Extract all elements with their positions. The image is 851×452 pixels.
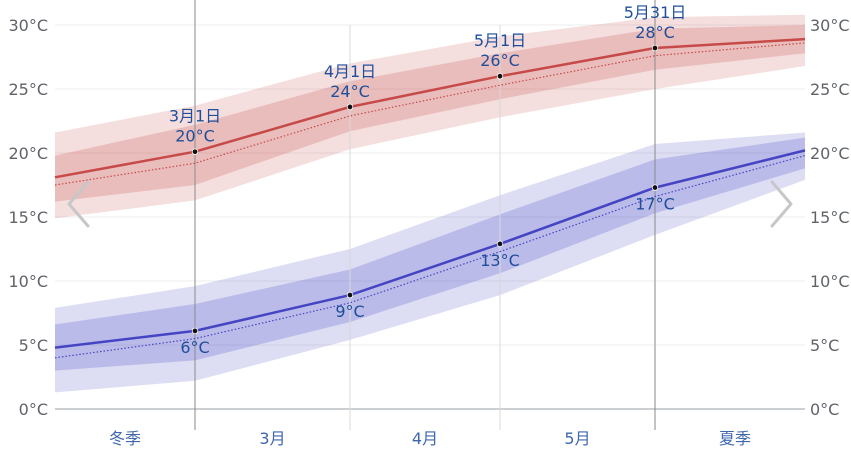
y-tick-label: 30°C	[8, 16, 48, 35]
y-tick-label: 25°C	[810, 80, 850, 99]
month-label: 夏季	[719, 429, 751, 448]
annotation-value: 6°C	[180, 338, 209, 357]
y-tick-label: 10°C	[810, 272, 850, 291]
annotation-date: 5月31日	[624, 3, 687, 22]
annotation-value: 26°C	[480, 51, 520, 70]
gridlines	[55, 24, 805, 410]
mean-line	[54, 149, 806, 349]
chevron-left-icon[interactable]	[67, 180, 90, 228]
temperature-bands	[55, 14, 805, 393]
temperature-lines	[54, 37, 806, 359]
annotation-date: 3月1日	[169, 107, 221, 126]
y-tick-label: 10°C	[8, 272, 48, 291]
annotation-point	[346, 103, 354, 111]
inner-band	[55, 25, 805, 202]
month-dividers	[194, 0, 656, 430]
prev-button[interactable]	[67, 180, 90, 228]
y-tick-label: 15°C	[8, 208, 48, 227]
annotation-value: 13°C	[480, 251, 520, 270]
y-tick-label: 5°C	[810, 336, 839, 355]
month-label: 5月	[564, 429, 590, 448]
y-tick-label: 5°C	[19, 336, 48, 355]
annotation-point	[191, 327, 199, 335]
y-tick-label: 0°C	[810, 400, 839, 419]
x-axis: 冬季 3月 4月 5月 夏季	[109, 429, 751, 448]
annotation-date: 5月1日	[474, 31, 526, 50]
annotation-value: 24°C	[330, 82, 370, 101]
mean-line	[54, 37, 806, 179]
month-label: 3月	[259, 429, 285, 448]
annotation-date: 4月1日	[324, 62, 376, 81]
y-axis-left: 0°C 5°C 10°C 15°C 20°C 25°C 30°C	[8, 16, 48, 419]
annotation-points	[191, 44, 659, 335]
annotation-point	[651, 184, 659, 191]
y-tick-label: 20°C	[810, 144, 850, 163]
month-label: 4月	[412, 429, 438, 448]
annotation-value: 9°C	[335, 302, 364, 321]
annotation-point	[496, 72, 504, 80]
annotation-value: 20°C	[175, 127, 215, 146]
annotation-value: 28°C	[635, 23, 675, 42]
y-tick-label: 30°C	[810, 16, 850, 35]
month-label: 冬季	[109, 429, 141, 448]
outer-band	[55, 14, 805, 219]
inner-band	[55, 137, 805, 371]
next-button[interactable]	[770, 180, 793, 228]
y-axis-right: 0°C 5°C 10°C 15°C 20°C 25°C 30°C	[810, 16, 850, 419]
y-tick-label: 0°C	[19, 400, 48, 419]
chevron-right-icon[interactable]	[770, 180, 793, 228]
annotation-point	[651, 44, 659, 52]
annotation-point	[191, 148, 199, 155]
annotation-point	[496, 240, 504, 248]
y-tick-label: 15°C	[810, 208, 850, 227]
y-tick-label: 20°C	[8, 144, 48, 163]
annotation-value: 17°C	[635, 195, 675, 214]
annotation-point	[346, 291, 354, 299]
y-tick-label: 25°C	[8, 80, 48, 99]
